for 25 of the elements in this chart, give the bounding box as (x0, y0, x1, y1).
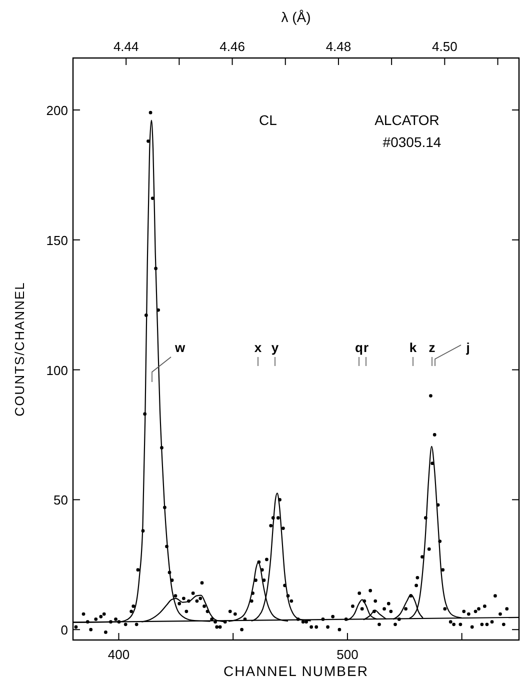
annotation: #0305.14 (382, 134, 442, 150)
y-tick-label: 100 (46, 362, 68, 378)
annotation: k (409, 340, 418, 355)
y-axis-title: COUNTS/CHANNEL (12, 282, 27, 416)
x2-axis-title: λ (Å) (281, 9, 311, 25)
x2-tick-label: 4.44 (113, 39, 139, 54)
x2-tick-label: 4.46 (220, 39, 245, 54)
annotation: r (363, 340, 369, 355)
y-tick-label: 0 (60, 622, 68, 638)
annotation: ALCATOR (374, 112, 440, 128)
annotation: CL (259, 112, 278, 128)
annotation: w (174, 340, 186, 355)
y-tick-label: 200 (46, 102, 68, 118)
x2-tick-label: 4.50 (432, 39, 458, 54)
x-tick-label: 500 (336, 647, 358, 662)
annotation: z (428, 340, 436, 355)
x-axis-title: CHANNEL NUMBER (224, 663, 368, 679)
annotation: x (254, 340, 262, 355)
annotation: y (271, 340, 280, 355)
y-tick-label: 150 (46, 232, 68, 248)
y-tick-label: 50 (54, 492, 68, 508)
annotation: q (355, 340, 364, 355)
x2-tick-label: 4.48 (326, 39, 352, 54)
x-tick-label: 400 (108, 647, 130, 662)
annotation: j (465, 340, 470, 355)
